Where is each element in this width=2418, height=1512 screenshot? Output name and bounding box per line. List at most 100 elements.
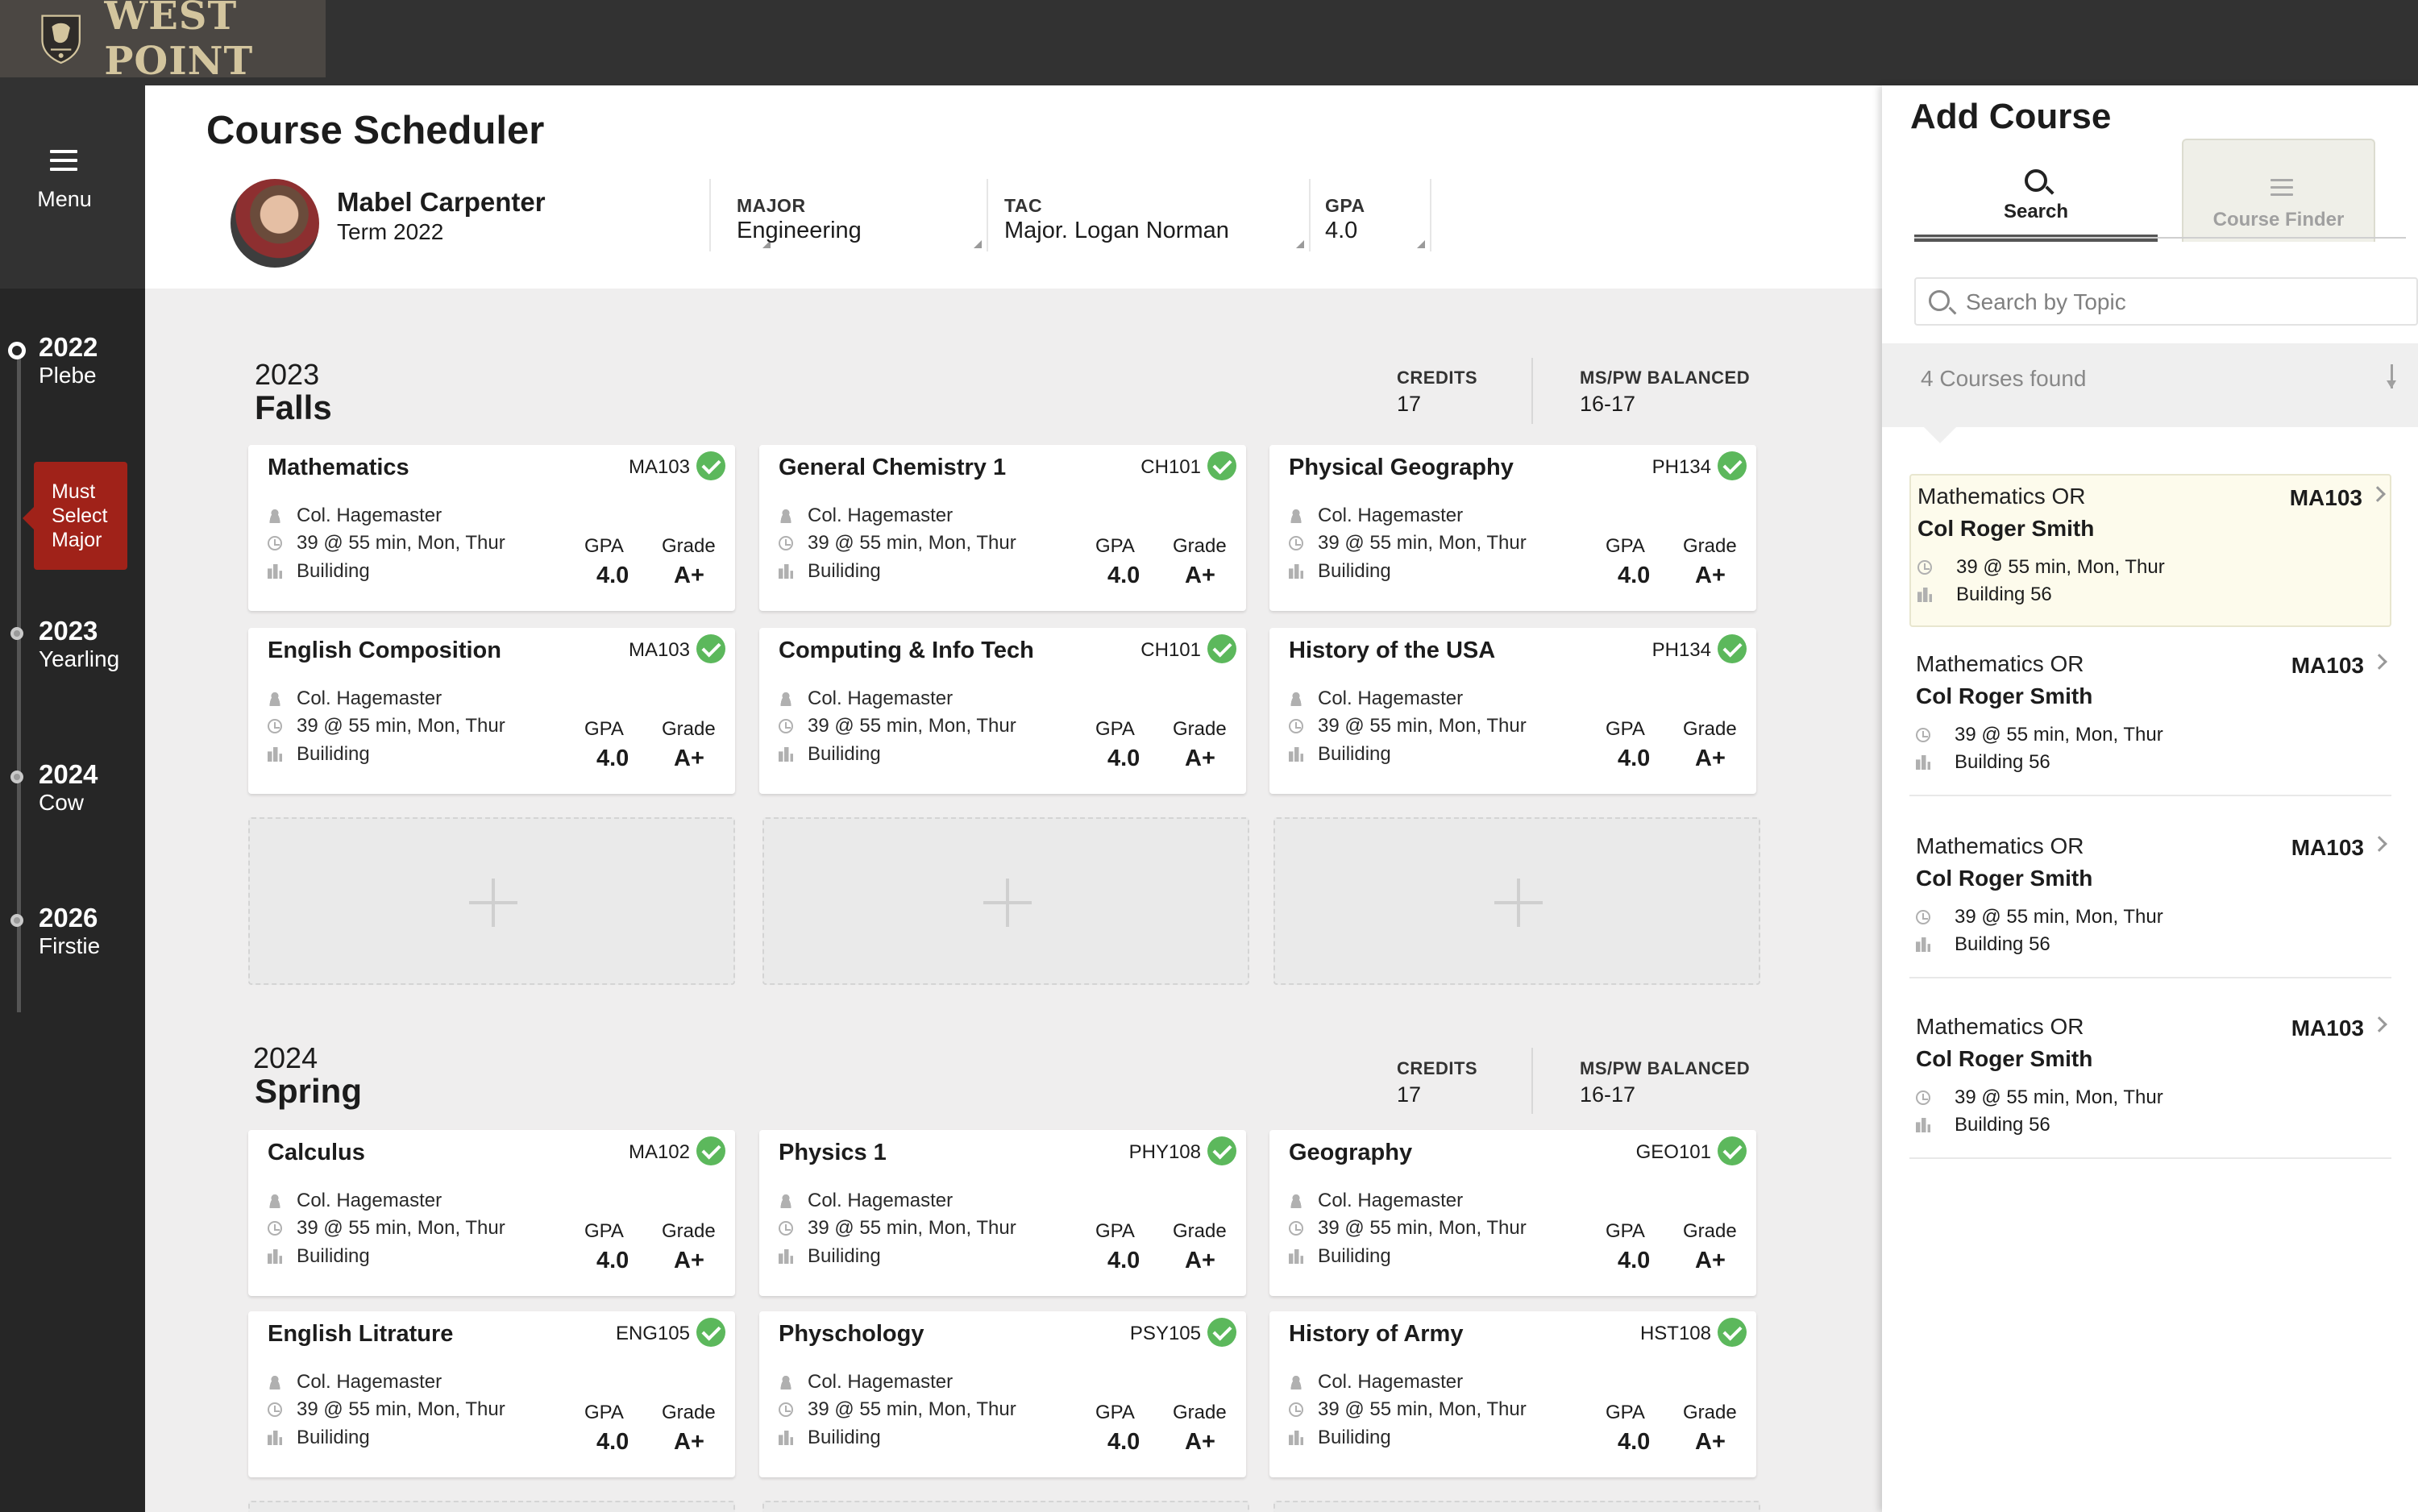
alert-line: Major [52,529,102,551]
course-card[interactable]: History of Army HST108 Col. Hagemaster 39 @… [1269,1311,1756,1477]
gpa-label: GPA [1095,718,1135,740]
building-icon [779,747,793,762]
gpa-label: GPA [1095,1402,1135,1423]
course-card[interactable]: Physics 1 PHY108 Col. Hagemaster 39 @ 55 mi… [759,1130,1246,1296]
gpa-value: 4.0 [1107,563,1140,588]
building: Builiding [297,1245,370,1267]
course-title: Mathematics [268,455,409,480]
building-row: Builiding [779,560,881,583]
course-card[interactable]: English Litrature ENG105 Col. Hagemaster 39… [248,1311,735,1477]
chevron-right-icon [2371,1016,2387,1032]
course-card[interactable]: Mathematics MA103 Col. Hagemaster 39 @ 55 m… [248,445,735,611]
stat-divider [1531,1048,1533,1114]
search-result[interactable]: Mathematics OR Col Roger Smith MA103 39 @ 5… [1909,474,2391,627]
gpa-field[interactable]: GPA 4.0 [1311,179,1431,251]
building-row: Builiding [1289,1245,1391,1268]
clock-icon [268,1402,282,1417]
course-card[interactable]: Physchology PSY105 Col. Hagemaster 39 @ 55 … [759,1311,1246,1477]
schedule: 39 @ 55 min, Mon, Thur [297,532,505,554]
schedule: 39 @ 55 min, Mon, Thur [1318,1217,1527,1239]
add-course-slot[interactable] [248,1501,735,1512]
tab-course-finder[interactable]: Course Finder [2182,139,2375,242]
building-row: Builiding [1289,1427,1391,1449]
course-card[interactable]: Calculus MA102 Col. Hagemaster 39 @ 55 min,… [248,1130,735,1296]
add-course-slot[interactable] [762,817,1249,985]
schedule-row: 39 @ 55 min, Mon, Thur [779,1398,1016,1421]
tac-field[interactable]: TAC Major. Logan Norman [988,179,1311,251]
course-title: Computing & Info Tech [779,638,1034,663]
course-card[interactable]: Geography GEO101 Col. Hagemaster 39 @ 55 mi… [1269,1130,1756,1296]
add-course-slot[interactable] [1273,817,1760,985]
tab-search[interactable]: Search [1914,139,2158,242]
add-course-slot[interactable] [1273,1501,1760,1512]
gpa-value: 4.0 [1107,1429,1140,1455]
clock-icon [779,536,793,550]
course-card[interactable]: History of the USA PH134 Col. Hagemaster 39… [1269,628,1756,794]
building-row: Builiding [268,1427,370,1449]
credits-value: 17 [1397,392,1422,416]
major-field[interactable]: MAJOR Engineering [709,179,988,251]
major-label: MAJOR [737,195,806,216]
search-input[interactable] [1966,285,2401,319]
search-result[interactable]: Mathematics OR Col Roger Smith MA103 39 @ 5… [1909,1006,2391,1159]
gpa-label: GPA [1606,718,1645,740]
user-icon [779,1194,793,1208]
course-card[interactable]: Physical Geography PH134 Col. Hagemaster 39… [1269,445,1756,611]
result-schedule: 39 @ 55 min, Mon, Thur [1955,906,2163,928]
sort-icon[interactable] [2387,363,2412,393]
course-code: PH134 [1651,639,1711,661]
building: Builiding [297,743,370,765]
clock-icon [779,1221,793,1236]
check-icon [696,1318,725,1347]
search-bar [1914,277,2418,326]
search-result[interactable]: Mathematics OR Col Roger Smith MA103 39 @ 5… [1909,643,2391,796]
course-card[interactable]: English Composition MA103 Col. Hagemaster 3… [248,628,735,794]
schedule-row: 39 @ 55 min, Mon, Thur [268,715,505,737]
student-term: Term 2022 [337,219,444,244]
search-result[interactable]: Mathematics OR Col Roger Smith MA103 39 @ 5… [1909,825,2391,978]
gpa-label: GPA [1095,535,1135,557]
user-icon [268,509,282,523]
clock-icon [779,719,793,733]
plus-icon [1494,879,1543,927]
result-schedule: 39 @ 55 min, Mon, Thur [1955,1086,2163,1108]
avatar[interactable] [231,179,319,268]
add-course-slot[interactable] [248,817,735,985]
schedule: 39 @ 55 min, Mon, Thur [1318,1398,1527,1420]
gpa-value: 4.0 [1325,218,1358,243]
scheduler-header: Course Scheduler Mabel Carpenter Term 20… [145,85,1882,289]
building-row: Builiding [268,560,370,583]
course-card[interactable]: Computing & Info Tech CH101 Col. Hagemaste… [759,628,1246,794]
course-card[interactable]: General Chemistry 1 CH101 Col. Hagemaster 3… [759,445,1246,611]
instructor-row: Col. Hagemaster [779,505,953,527]
logo[interactable]: WEST POINT [0,0,326,84]
semester-name: Spring [255,1072,362,1110]
tab-finder-label: Course Finder [2212,209,2345,231]
add-course-slot[interactable] [762,1501,1249,1512]
instructor-row: Col. Hagemaster [268,1371,442,1394]
instructor-row: Col. Hagemaster [779,687,953,710]
course-code: PHY108 [1128,1141,1201,1163]
results-caret [1922,426,1958,443]
building-icon [779,1249,793,1264]
check-icon [1207,1136,1236,1165]
timeline-year: 2022 [39,332,98,362]
semester-name: Falls [255,388,332,426]
gpa-label: GPA [1325,195,1365,216]
user-icon [779,1375,793,1389]
credits-stat: CREDITS 17 [1397,368,1477,417]
timeline-label: Cow [39,790,85,815]
grade-value: A+ [1185,1429,1215,1455]
alert-line: Must [52,480,96,503]
schedule-row: 39 @ 55 min, Mon, Thur [1289,715,1527,737]
grade-label: Grade [662,1220,716,1242]
grade-label: Grade [1683,718,1737,740]
course-title: General Chemistry 1 [779,455,1007,480]
gpa-value: 4.0 [596,746,629,771]
building-icon [268,747,282,762]
result-code: MA103 [2291,835,2364,860]
menu-button[interactable]: Menu [0,85,145,289]
building-row: Builiding [268,743,370,766]
must-select-major-alert[interactable]: Must Select Major [23,462,127,570]
clock-icon [1289,1402,1303,1417]
